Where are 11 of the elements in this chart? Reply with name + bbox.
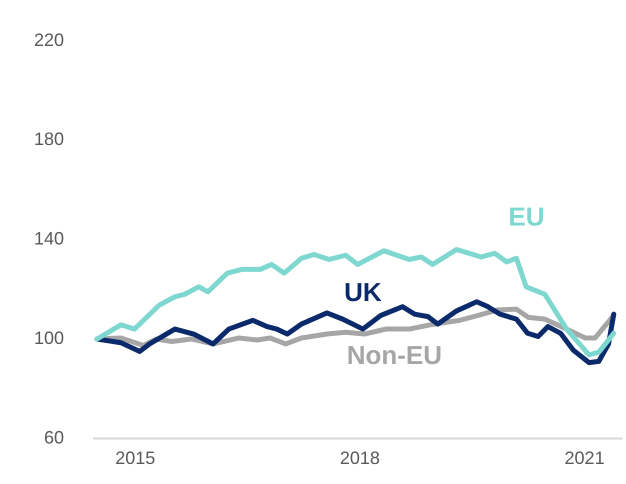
- y-tick-label: 100: [34, 328, 64, 348]
- series-label: Non-EU: [346, 340, 442, 370]
- x-tick-label: 2015: [115, 448, 156, 468]
- x-tick-label: 2018: [340, 448, 380, 468]
- series-label: UK: [344, 277, 382, 308]
- y-tick-label: 60: [44, 427, 64, 448]
- y-tick-label: 180: [34, 129, 64, 150]
- y-tick-label: 140: [34, 228, 64, 249]
- series-label: EU: [508, 202, 545, 232]
- y-tick-label: 220: [34, 30, 64, 50]
- x-tick-label: 2021: [564, 448, 605, 468]
